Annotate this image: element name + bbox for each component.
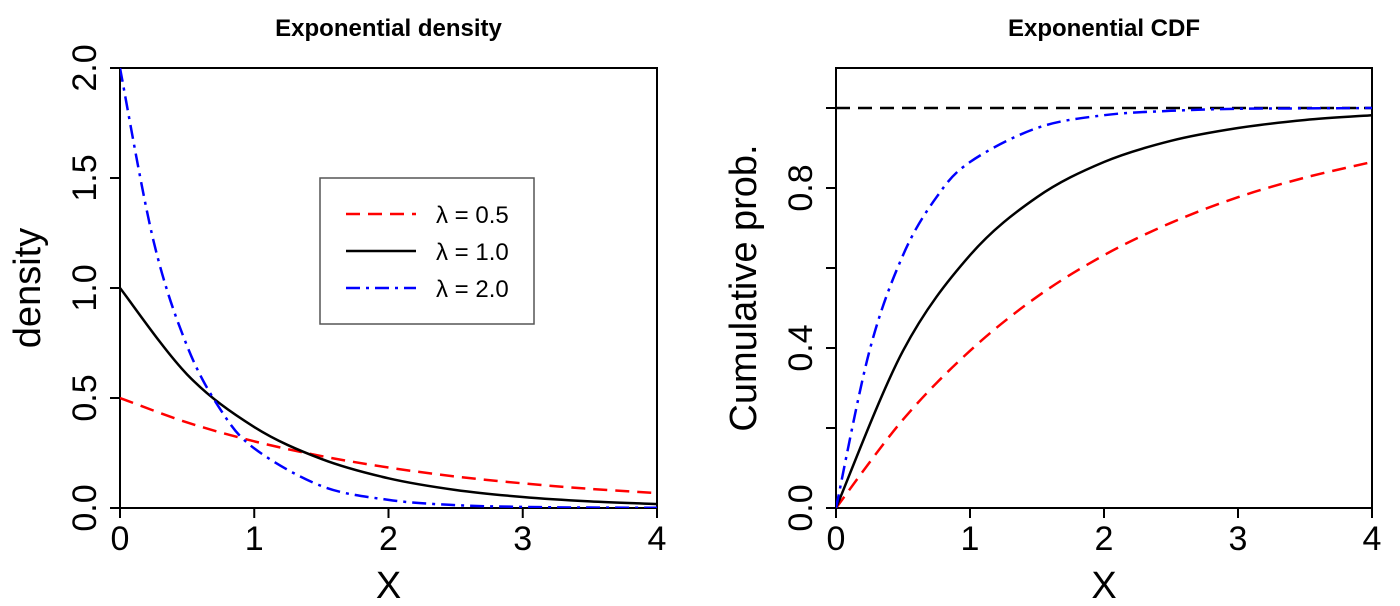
series-line-2: [120, 68, 657, 508]
y-axis-label: Cumulative prob.: [723, 144, 765, 431]
x-tick-label: 0: [111, 520, 130, 558]
y-tick-label: 0.0: [66, 484, 104, 531]
x-tick-label: 4: [1363, 520, 1382, 558]
series-line-1: [836, 113, 1372, 508]
y-tick-label: 1.0: [66, 264, 104, 311]
x-tick-label: 0: [827, 520, 846, 558]
x-tick-label: 2: [1095, 520, 1114, 558]
y-tick-label: 0.0: [782, 484, 820, 531]
series-line-0: [120, 396, 657, 495]
legend-box: [319, 177, 535, 325]
y-tick-label: 1.5: [66, 154, 104, 201]
legend: λ = 0.5 λ = 1.0 λ = 2.0: [319, 177, 535, 325]
x-tick-label: 1: [245, 520, 264, 558]
cdf-panel: Exponential CDF 0 1 2 3 4 0.0 0.4 0.8 X Cumulative…: [723, 15, 1381, 606]
x-axis-label: X: [376, 565, 401, 606]
chart-title: Exponential CDF: [1008, 15, 1200, 42]
x-tick-label: 3: [513, 520, 532, 558]
chart-title: Exponential density: [275, 15, 502, 42]
x-tick-label: 2: [379, 520, 398, 558]
series-line-2: [836, 106, 1372, 508]
plot-frame: [835, 67, 1373, 509]
series-line-0: [836, 160, 1372, 508]
x-axis-label: X: [1091, 565, 1116, 606]
legend-entry-label: λ = 1.0: [436, 239, 509, 266]
x-tick-label: 4: [648, 520, 667, 558]
legend-entry-label: λ = 2.0: [436, 276, 509, 303]
legend-entry-label: λ = 0.5: [436, 202, 509, 229]
y-tick-label: 2.0: [66, 44, 104, 91]
y-tick-label: 0.4: [782, 324, 820, 371]
y-axis-label: density: [7, 228, 49, 348]
x-tick-label: 1: [961, 520, 980, 558]
y-tick-label: 0.5: [66, 374, 104, 421]
y-tick-label: 0.8: [782, 164, 820, 211]
x-tick-label: 3: [1229, 520, 1248, 558]
density-panel: Exponential density 0 1 2 3 4 0.0 0.5 1.0 1.5 2.0 X…: [7, 15, 666, 606]
series-line-1: [120, 287, 657, 506]
